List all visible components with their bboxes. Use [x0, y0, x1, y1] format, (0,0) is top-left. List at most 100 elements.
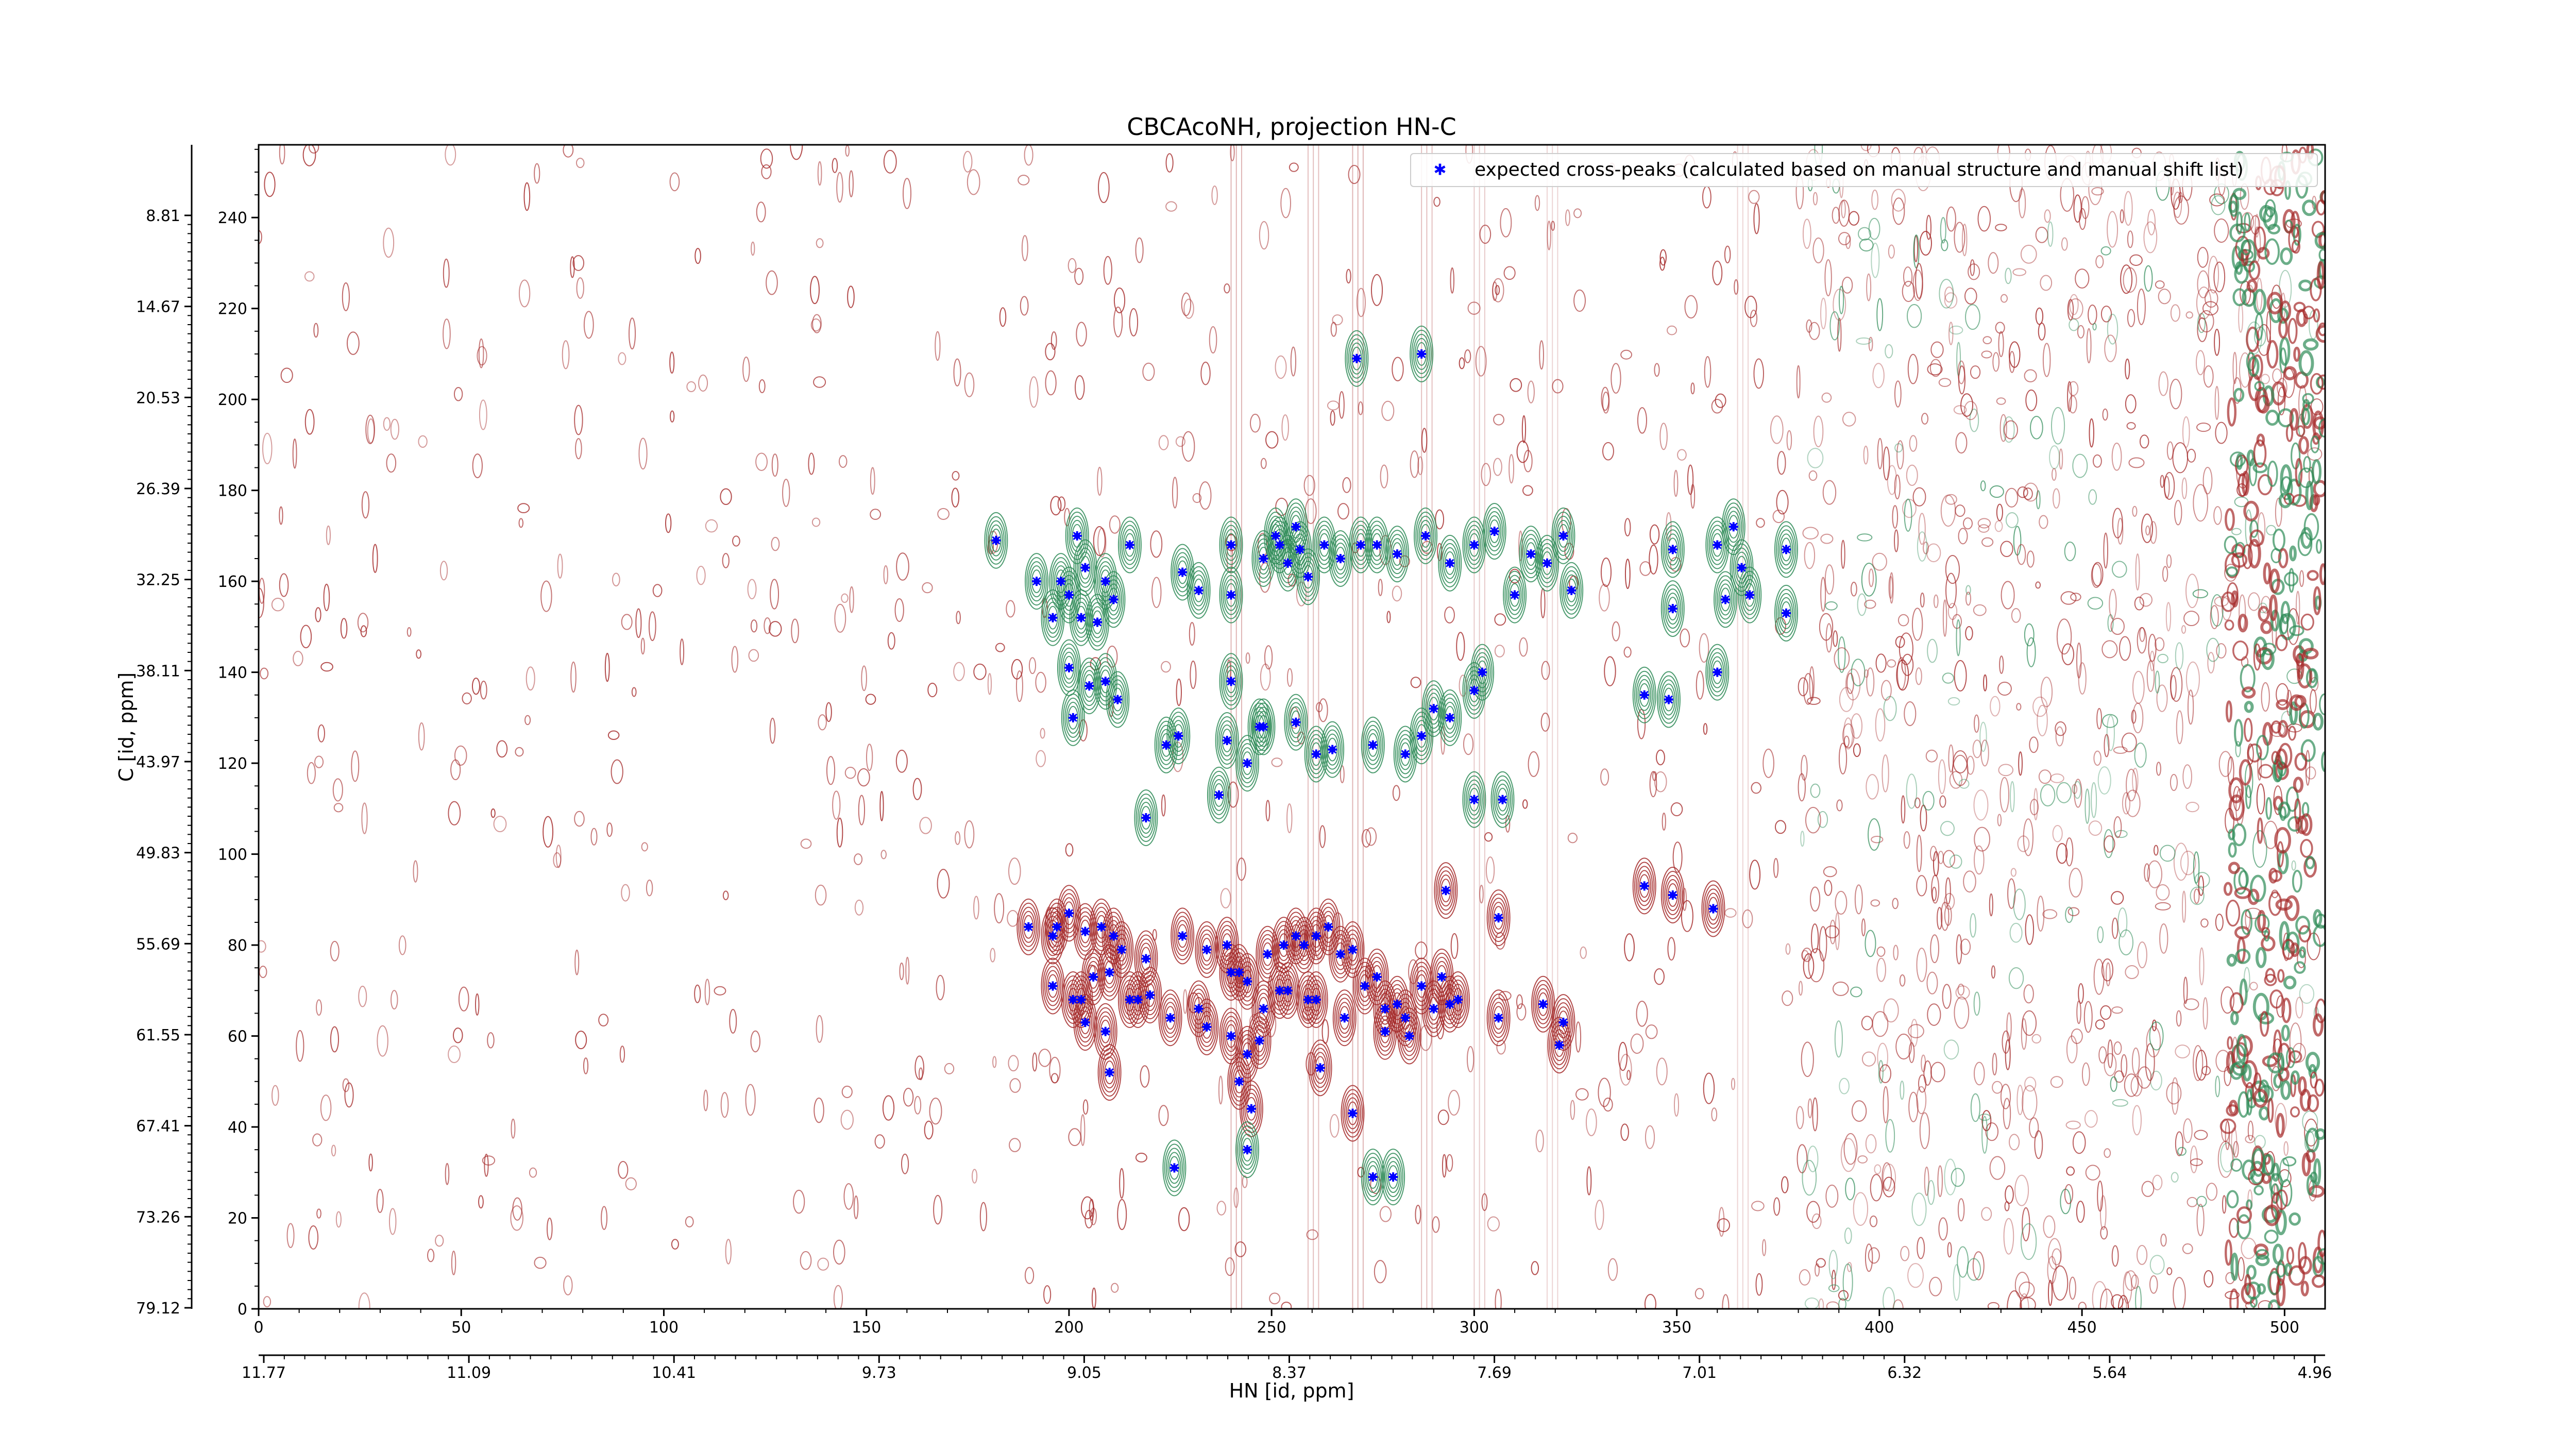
noise-contour: [1809, 666, 1815, 701]
noise-contour: [1749, 860, 1761, 890]
noise-contour: [761, 164, 772, 179]
noise-contour: [575, 1031, 587, 1050]
peak-contour: [1237, 739, 1258, 788]
peak-contour: [1062, 651, 1076, 684]
noise-contour: [454, 745, 467, 766]
noise-contour: [2194, 1130, 2208, 1140]
noise-contour: [2025, 914, 2035, 945]
noise-contour: [905, 956, 910, 985]
noise-contour: [2078, 1302, 2087, 1309]
peak-contour: [1259, 934, 1276, 974]
edge-contour: [2249, 529, 2264, 547]
noise-contour: [995, 643, 1005, 652]
peak-contour: [1362, 720, 1383, 769]
peak-contour: [1435, 866, 1456, 915]
peak-contour: [1235, 735, 1259, 792]
peak-contour: [1314, 520, 1335, 569]
y-ppm-tick-label: 67.41: [136, 1118, 180, 1136]
edge-contour: [2279, 300, 2292, 321]
y-index-tick-label: 100: [218, 846, 247, 864]
cross-peak-marker: [1745, 590, 1755, 600]
cross-peak-marker: [1096, 922, 1106, 932]
noise-contour: [1673, 1093, 1680, 1117]
noise-contour: [316, 1208, 321, 1219]
noise-contour: [1883, 998, 1899, 1023]
noise-contour: [2139, 593, 2153, 607]
noise-contour: [1891, 189, 1906, 212]
noise-contour: [2112, 508, 2123, 538]
peak-contour: [1158, 724, 1175, 765]
noise-contour: [2005, 1039, 2011, 1070]
noise-contour: [1029, 376, 1039, 408]
noise-contour: [722, 553, 730, 568]
noise-contour: [810, 276, 820, 305]
noise-contour: [2199, 947, 2205, 986]
noise-contour: [1722, 1294, 1730, 1309]
edge-contour: [2317, 374, 2325, 390]
edge-contour: [2318, 418, 2325, 438]
noise-contour: [1135, 237, 1144, 263]
noise-contour: [1980, 739, 1989, 767]
peak-contour: [1121, 525, 1139, 565]
cross-peak-marker: [1165, 1013, 1175, 1023]
noise-contour: [2158, 371, 2168, 396]
noise-contour: [330, 940, 340, 962]
noise-contour: [1365, 827, 1377, 846]
peak-contour: [1295, 925, 1313, 966]
peak-contour: [1041, 589, 1065, 646]
noise-contour: [1880, 680, 1892, 701]
cross-peak-marker: [1708, 904, 1718, 914]
noise-contour: [936, 974, 945, 1001]
peak-contour: [1253, 984, 1274, 1033]
noise-contour: [1923, 541, 1929, 554]
noise-contour: [1958, 528, 1968, 545]
noise-contour: [843, 1183, 854, 1210]
noise-contour: [1654, 968, 1665, 985]
noise-contour: [1998, 764, 2014, 777]
noise-contour: [1985, 1122, 1999, 1141]
y-ppm-tick-label: 61.55: [136, 1026, 180, 1044]
peak-contour: [1187, 562, 1211, 619]
noise-contour: [1825, 601, 1838, 611]
peak-contour: [1044, 966, 1062, 1006]
peak-contour: [1320, 721, 1345, 778]
peak-contour: [1060, 647, 1078, 688]
edge-contour: [2261, 927, 2270, 937]
noise-contour: [2072, 1131, 2086, 1154]
edge-contour: [2264, 1229, 2279, 1244]
noise-contour: [2060, 591, 2077, 605]
noise-contour: [1644, 1293, 1656, 1309]
noise-contour: [302, 145, 316, 166]
noise-contour: [1999, 655, 2004, 674]
noise-contour: [259, 940, 266, 953]
noise-contour: [652, 584, 663, 597]
noise-contour: [625, 1177, 637, 1191]
peak-contour: [1717, 579, 1734, 620]
noise-contour: [1755, 1273, 1763, 1296]
edge-contour: [2228, 862, 2240, 874]
noise-contour: [260, 667, 269, 680]
noise-contour: [1863, 669, 1869, 678]
noise-contour: [825, 702, 832, 722]
noise-contour: [1796, 1106, 1804, 1130]
noise-contour: [2111, 917, 2119, 939]
noise-contour: [1724, 245, 1731, 264]
noise-contour: [604, 652, 610, 682]
y-index-tick-label: 80: [228, 937, 247, 955]
peak-contour: [1362, 1153, 1383, 1202]
noise-contour: [2196, 423, 2211, 432]
noise-contour: [1612, 621, 1620, 642]
noise-contour: [2007, 878, 2016, 909]
peak-contour: [1313, 1052, 1327, 1084]
peak-contour: [1254, 1029, 1265, 1053]
cross-peak-marker: [1295, 545, 1305, 554]
noise-contour: [1718, 1207, 1725, 1237]
noise-contour: [2011, 608, 2021, 623]
noise-contour: [2066, 1166, 2075, 1176]
edge-contour: [2246, 1265, 2257, 1280]
noise-contour: [857, 768, 870, 787]
noise-contour: [1189, 621, 1195, 646]
peak-contour: [1285, 698, 1307, 747]
noise-contour: [1655, 749, 1665, 766]
noise-contour: [901, 1153, 909, 1174]
